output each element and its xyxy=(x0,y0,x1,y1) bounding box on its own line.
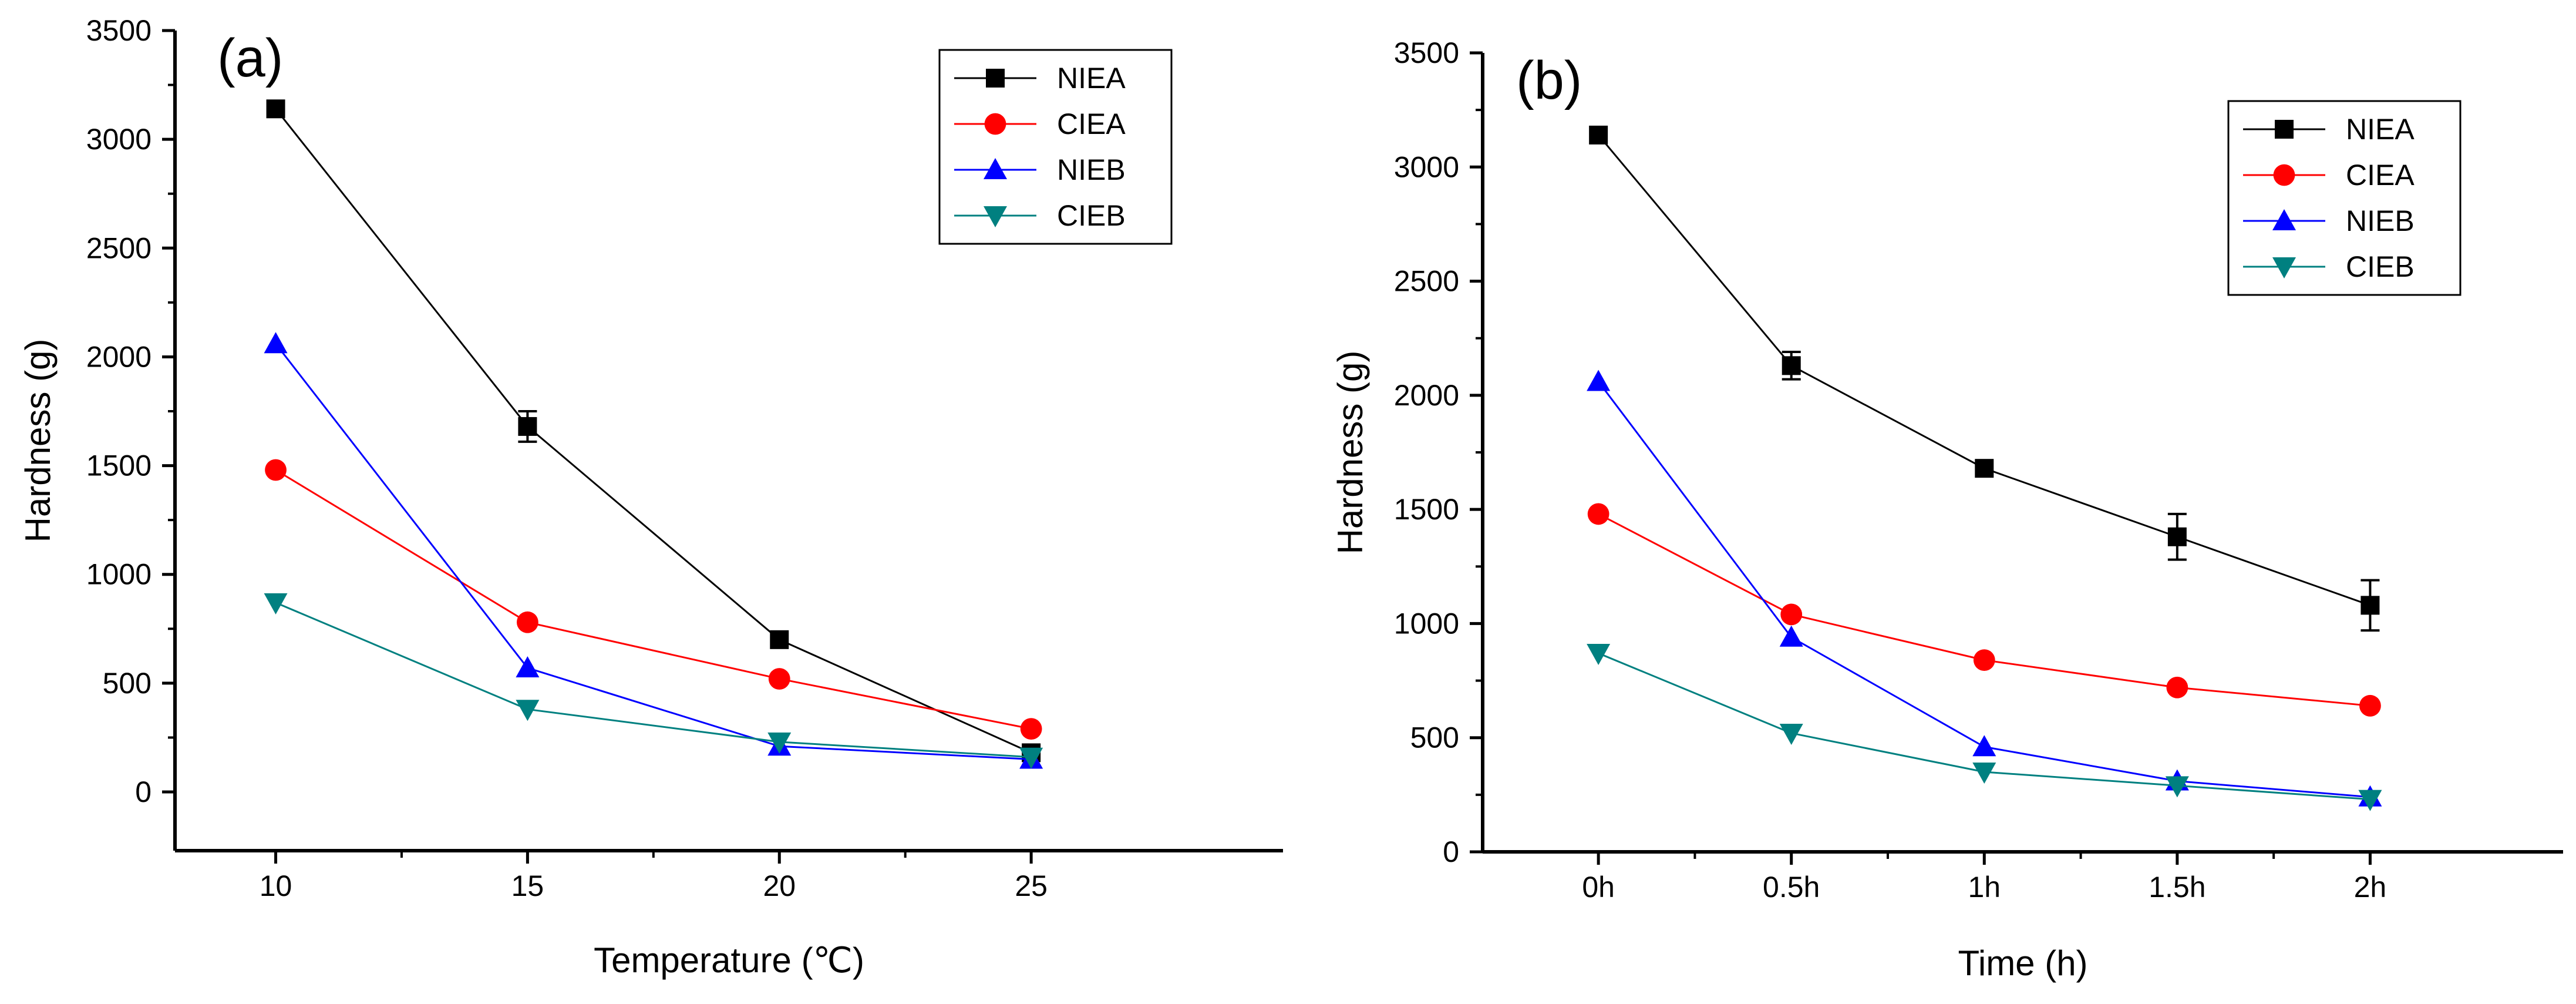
data-point-niea xyxy=(266,99,285,119)
legend-marker-niea xyxy=(2275,120,2294,139)
legend-box xyxy=(938,49,1173,245)
x-axis-title: Time (h) xyxy=(1958,943,2087,983)
data-point-ciea xyxy=(2166,676,2188,699)
panel-label: (a) xyxy=(217,28,283,88)
legend-label-ciea: CIEA xyxy=(1057,108,1126,140)
data-point-ciea xyxy=(1973,649,1995,671)
data-point-ciea xyxy=(1587,503,1609,525)
legend-label-cieb: CIEB xyxy=(2346,250,2415,283)
data-point-ciea xyxy=(265,459,287,481)
data-point-niea xyxy=(1589,125,1608,145)
legend: NIEA CIEA NIEB CIEB xyxy=(2227,100,2461,296)
x-tick-label: 0h xyxy=(1582,871,1615,904)
data-point-nieb xyxy=(516,656,540,677)
y-tick-label: 1500 xyxy=(1394,493,1459,526)
y-tick-label: 1500 xyxy=(86,449,151,482)
data-point-ciea xyxy=(2359,694,2381,717)
data-point-cieb xyxy=(264,593,288,615)
series-line-niea xyxy=(275,108,1032,754)
legend-marker-cieb xyxy=(984,206,1007,227)
data-point-niea xyxy=(518,417,537,436)
legend-label-ciea: CIEA xyxy=(2346,159,2415,192)
data-point-nieb xyxy=(264,332,288,354)
x-tick-label: 15 xyxy=(511,869,544,902)
y-tick-label: 2500 xyxy=(1394,265,1459,298)
data-point-nieb xyxy=(1972,735,1996,757)
legend-marker-ciea xyxy=(2273,164,2295,186)
legend-marker-cieb xyxy=(2272,257,2296,278)
y-axis-title: Hardness (g) xyxy=(1331,351,1370,555)
y-tick-label: 0 xyxy=(135,775,151,808)
data-point-niea xyxy=(770,630,789,649)
data-point-cieb xyxy=(1019,747,1043,769)
data-point-cieb xyxy=(516,700,540,721)
legend-label-cieb: CIEB xyxy=(1057,199,1126,232)
legend: NIEA CIEA NIEB CIEB xyxy=(938,49,1173,245)
y-tick-label: 2000 xyxy=(86,340,151,373)
data-point-niea xyxy=(2361,596,2380,615)
legend-marker-niea xyxy=(986,69,1005,88)
x-tick-label: 10 xyxy=(260,869,292,902)
y-tick-label: 2000 xyxy=(1394,379,1459,412)
legend-marker-nieb xyxy=(984,158,1007,179)
data-point-nieb xyxy=(1587,370,1611,391)
x-tick-label: 1.5h xyxy=(2149,871,2205,904)
series-line-ciea xyxy=(275,469,1032,730)
series-line-ciea xyxy=(1598,513,2370,707)
chart-panel-a: 0 500 1000 1500 2000 2500 3000 3500 10 15 20 25 Temp… xyxy=(18,14,1283,980)
data-point-ciea xyxy=(1020,718,1042,740)
legend-label-nieb: NIEB xyxy=(2346,204,2415,237)
x-tick-label: 20 xyxy=(763,869,796,902)
y-tick-label: 500 xyxy=(103,667,151,700)
chart-panel-b: 0 500 1000 1500 2000 2500 3000 3500 0h 0.5h 1h 1.5h… xyxy=(1331,36,2563,983)
y-tick-label: 0 xyxy=(1443,835,1459,868)
legend-marker-ciea xyxy=(984,113,1006,135)
data-point-cieb xyxy=(767,732,792,754)
data-point-cieb xyxy=(1972,763,1996,784)
y-tick-label: 500 xyxy=(1410,721,1459,754)
legend-box xyxy=(2227,100,2461,296)
y-tick-label: 1000 xyxy=(86,558,151,591)
series-line-cieb xyxy=(275,602,1032,758)
data-point-niea xyxy=(2167,527,2187,546)
data-point-niea xyxy=(1782,356,1801,375)
data-point-ciea xyxy=(768,668,790,690)
data-point-cieb xyxy=(1587,643,1611,665)
data-point-niea xyxy=(1975,459,1994,478)
y-tick-label: 1000 xyxy=(1394,607,1459,640)
y-tick-label: 3500 xyxy=(1394,36,1459,69)
data-point-cieb xyxy=(2165,776,2189,798)
panel-label: (b) xyxy=(1516,51,1582,110)
legend-label-niea: NIEA xyxy=(2346,113,2415,146)
data-point-cieb xyxy=(2358,790,2382,811)
legend-label-niea: NIEA xyxy=(1057,62,1126,95)
legend-marker-nieb xyxy=(2272,209,2296,230)
x-axis-title: Temperature (℃) xyxy=(594,941,864,980)
y-tick-label: 3500 xyxy=(86,14,151,47)
legend-label-nieb: NIEB xyxy=(1057,153,1126,186)
data-point-cieb xyxy=(1779,723,1803,745)
x-tick-label: 0.5h xyxy=(1763,871,1820,904)
x-tick-label: 1h xyxy=(1968,871,2001,904)
series-line-nieb xyxy=(275,343,1032,760)
series-line-nieb xyxy=(1597,381,2370,798)
y-tick-label: 3000 xyxy=(86,123,151,156)
y-tick-label: 3000 xyxy=(1394,150,1459,183)
data-point-ciea xyxy=(517,611,538,633)
y-tick-label: 2500 xyxy=(86,231,151,264)
data-point-nieb xyxy=(1779,625,1803,647)
y-axis-title: Hardness (g) xyxy=(18,339,58,543)
x-tick-label: 2h xyxy=(2354,871,2387,904)
data-point-ciea xyxy=(1780,603,1803,626)
x-tick-label: 25 xyxy=(1015,869,1048,902)
